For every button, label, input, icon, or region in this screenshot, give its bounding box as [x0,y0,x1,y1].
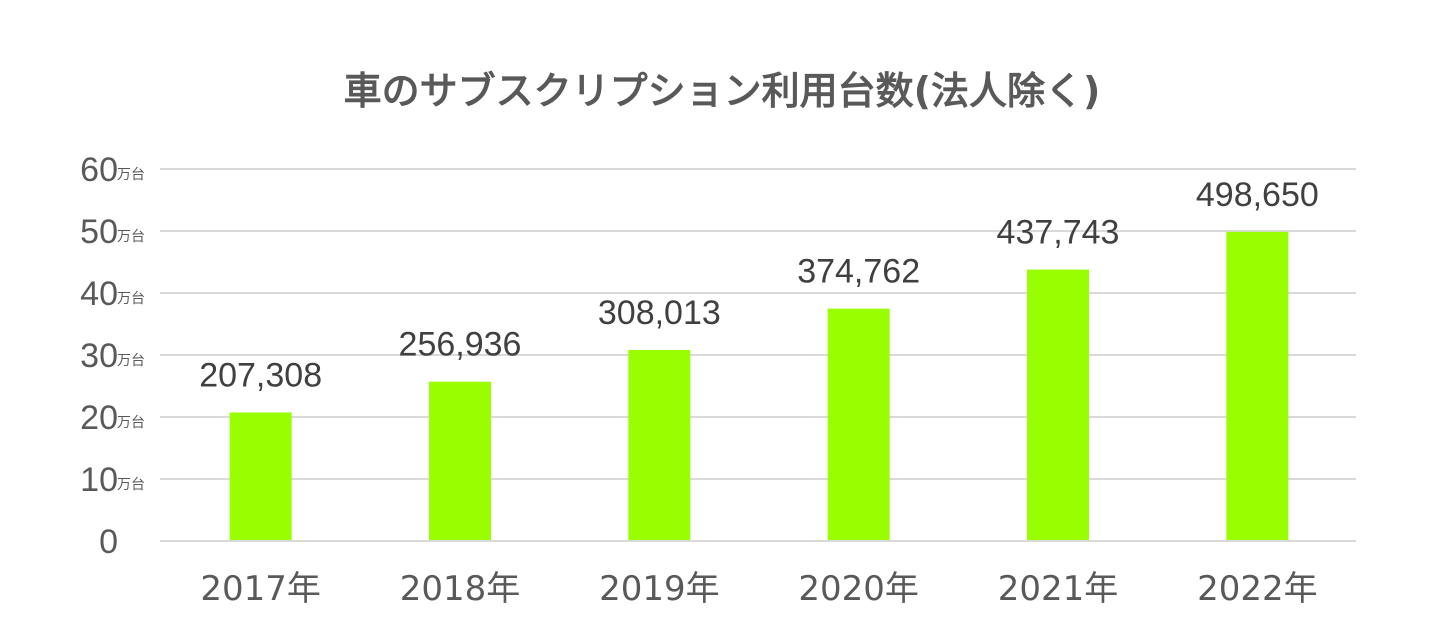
x-tick-label: 2021年 [998,569,1119,609]
bar-2020年 [827,308,890,541]
y-tick-label: 50 [80,213,118,251]
data-label: 374,762 [797,253,920,291]
chart-title: 車のサブスクリプション利用台数(法人除く) [344,69,1101,113]
y-tick-unit: 万台 [117,415,145,431]
gridlines [160,168,1356,542]
data-label: 207,308 [199,356,322,394]
bar-2018年 [429,381,491,541]
x-tick-label: 2019年 [599,569,720,609]
y-tick-unit: 万台 [117,229,145,245]
bar-2019年 [628,350,691,541]
y-tick-unit: 万台 [117,353,145,369]
y-tick-label: 60 [80,151,118,189]
data-label: 256,936 [399,326,522,364]
y-tick-unit: 万台 [117,291,145,307]
y-tick-label: 20 [80,399,118,437]
y-tick-label: 10 [80,461,118,499]
x-tick-label: 2017年 [200,569,321,609]
data-label: 308,013 [598,294,721,332]
data-label: 437,743 [997,214,1120,252]
y-tick-label: 30 [80,337,118,375]
x-tick-label: 2020年 [798,569,919,609]
y-tick-label: 0 [99,523,118,561]
bar-2021年 [1027,269,1089,541]
y-tick-label: 40 [80,275,118,313]
x-axis-ticks: 2017年 2018年 2019年 2020年 2021年 2022年 [200,569,1317,609]
data-label: 498,650 [1196,176,1319,214]
x-tick-label: 2018年 [400,569,521,609]
bar-2017年 [229,412,292,541]
bars [160,231,1356,542]
y-tick-unit: 万台 [117,477,145,493]
data-labels: 207,308 256,936 308,013 374,762 437,743 498,6… [199,176,1319,395]
bar-2022年 [1226,231,1289,541]
x-tick-label: 2022年 [1197,569,1318,609]
y-tick-unit: 万台 [117,167,145,183]
